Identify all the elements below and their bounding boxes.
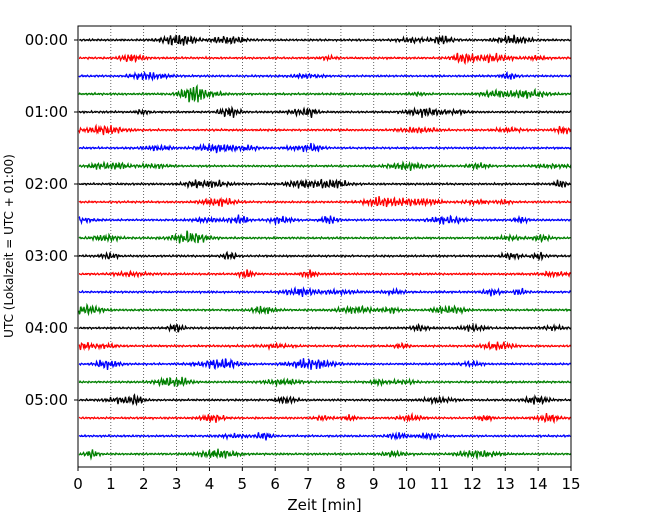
trace-6 (78, 142, 572, 154)
trace-9 (78, 196, 572, 208)
y-tick-label-2: 02:00 (25, 175, 68, 193)
y-tick-label-5: 05:00 (25, 391, 68, 409)
x-tick-label-10: 10 (397, 475, 416, 493)
traces (78, 34, 572, 461)
plot-frame (77, 25, 572, 468)
trace-2 (78, 71, 572, 82)
x-tick-label-3: 3 (172, 475, 182, 493)
x-tick-label-4: 4 (205, 475, 215, 493)
trace-18 (78, 357, 572, 371)
x-tick-label-9: 9 (369, 475, 379, 493)
x-axis-ticks: 0 1 2 3 4 5 6 7 8 9 10 11 12 13 14 15 (73, 467, 581, 493)
y-axis-label: UTC (Lokalzeit = UTC + 01:00) (2, 154, 16, 338)
y-tick-label-3: 03:00 (25, 247, 68, 265)
trace-21 (78, 411, 572, 425)
x-tick-label-2: 2 (139, 475, 149, 493)
trace-14 (78, 286, 572, 298)
trace-0 (78, 34, 572, 46)
trace-15 (78, 302, 572, 317)
x-tick-label-5: 5 (238, 475, 248, 493)
trace-23 (78, 448, 572, 461)
trace-8 (78, 178, 572, 190)
y-tick-label-1: 01:00 (25, 103, 68, 121)
trace-10 (78, 214, 572, 227)
trace-20 (78, 393, 572, 407)
x-tick-label-8: 8 (336, 475, 346, 493)
trace-1 (78, 52, 572, 66)
x-tick-label-13: 13 (496, 475, 515, 493)
trace-16 (78, 322, 572, 333)
trace-7 (78, 160, 572, 172)
trace-22 (78, 431, 572, 441)
trace-13 (78, 269, 572, 280)
x-tick-label-11: 11 (430, 475, 449, 493)
x-tick-label-6: 6 (270, 475, 280, 493)
x-tick-label-14: 14 (529, 475, 548, 493)
x-axis-label: Zeit [min] (287, 496, 361, 514)
trace-3 (78, 83, 572, 103)
trace-11 (78, 230, 572, 244)
x-tick-label-7: 7 (303, 475, 313, 493)
x-tick-label-0: 0 (73, 475, 83, 493)
y-axis-ticks: 00:00 01:00 02:00 03:00 04:00 05:00 (25, 31, 78, 409)
trace-19 (78, 376, 572, 388)
x-tick-label-1: 1 (106, 475, 116, 493)
y-tick-label-4: 04:00 (25, 319, 68, 337)
trace-17 (78, 340, 572, 352)
x-tick-label-12: 12 (463, 475, 482, 493)
trace-12 (78, 250, 572, 262)
y-tick-label-0: 00:00 (25, 31, 68, 49)
trace-4 (78, 105, 572, 118)
x-tick-label-15: 15 (561, 475, 580, 493)
trace-5 (78, 123, 572, 136)
